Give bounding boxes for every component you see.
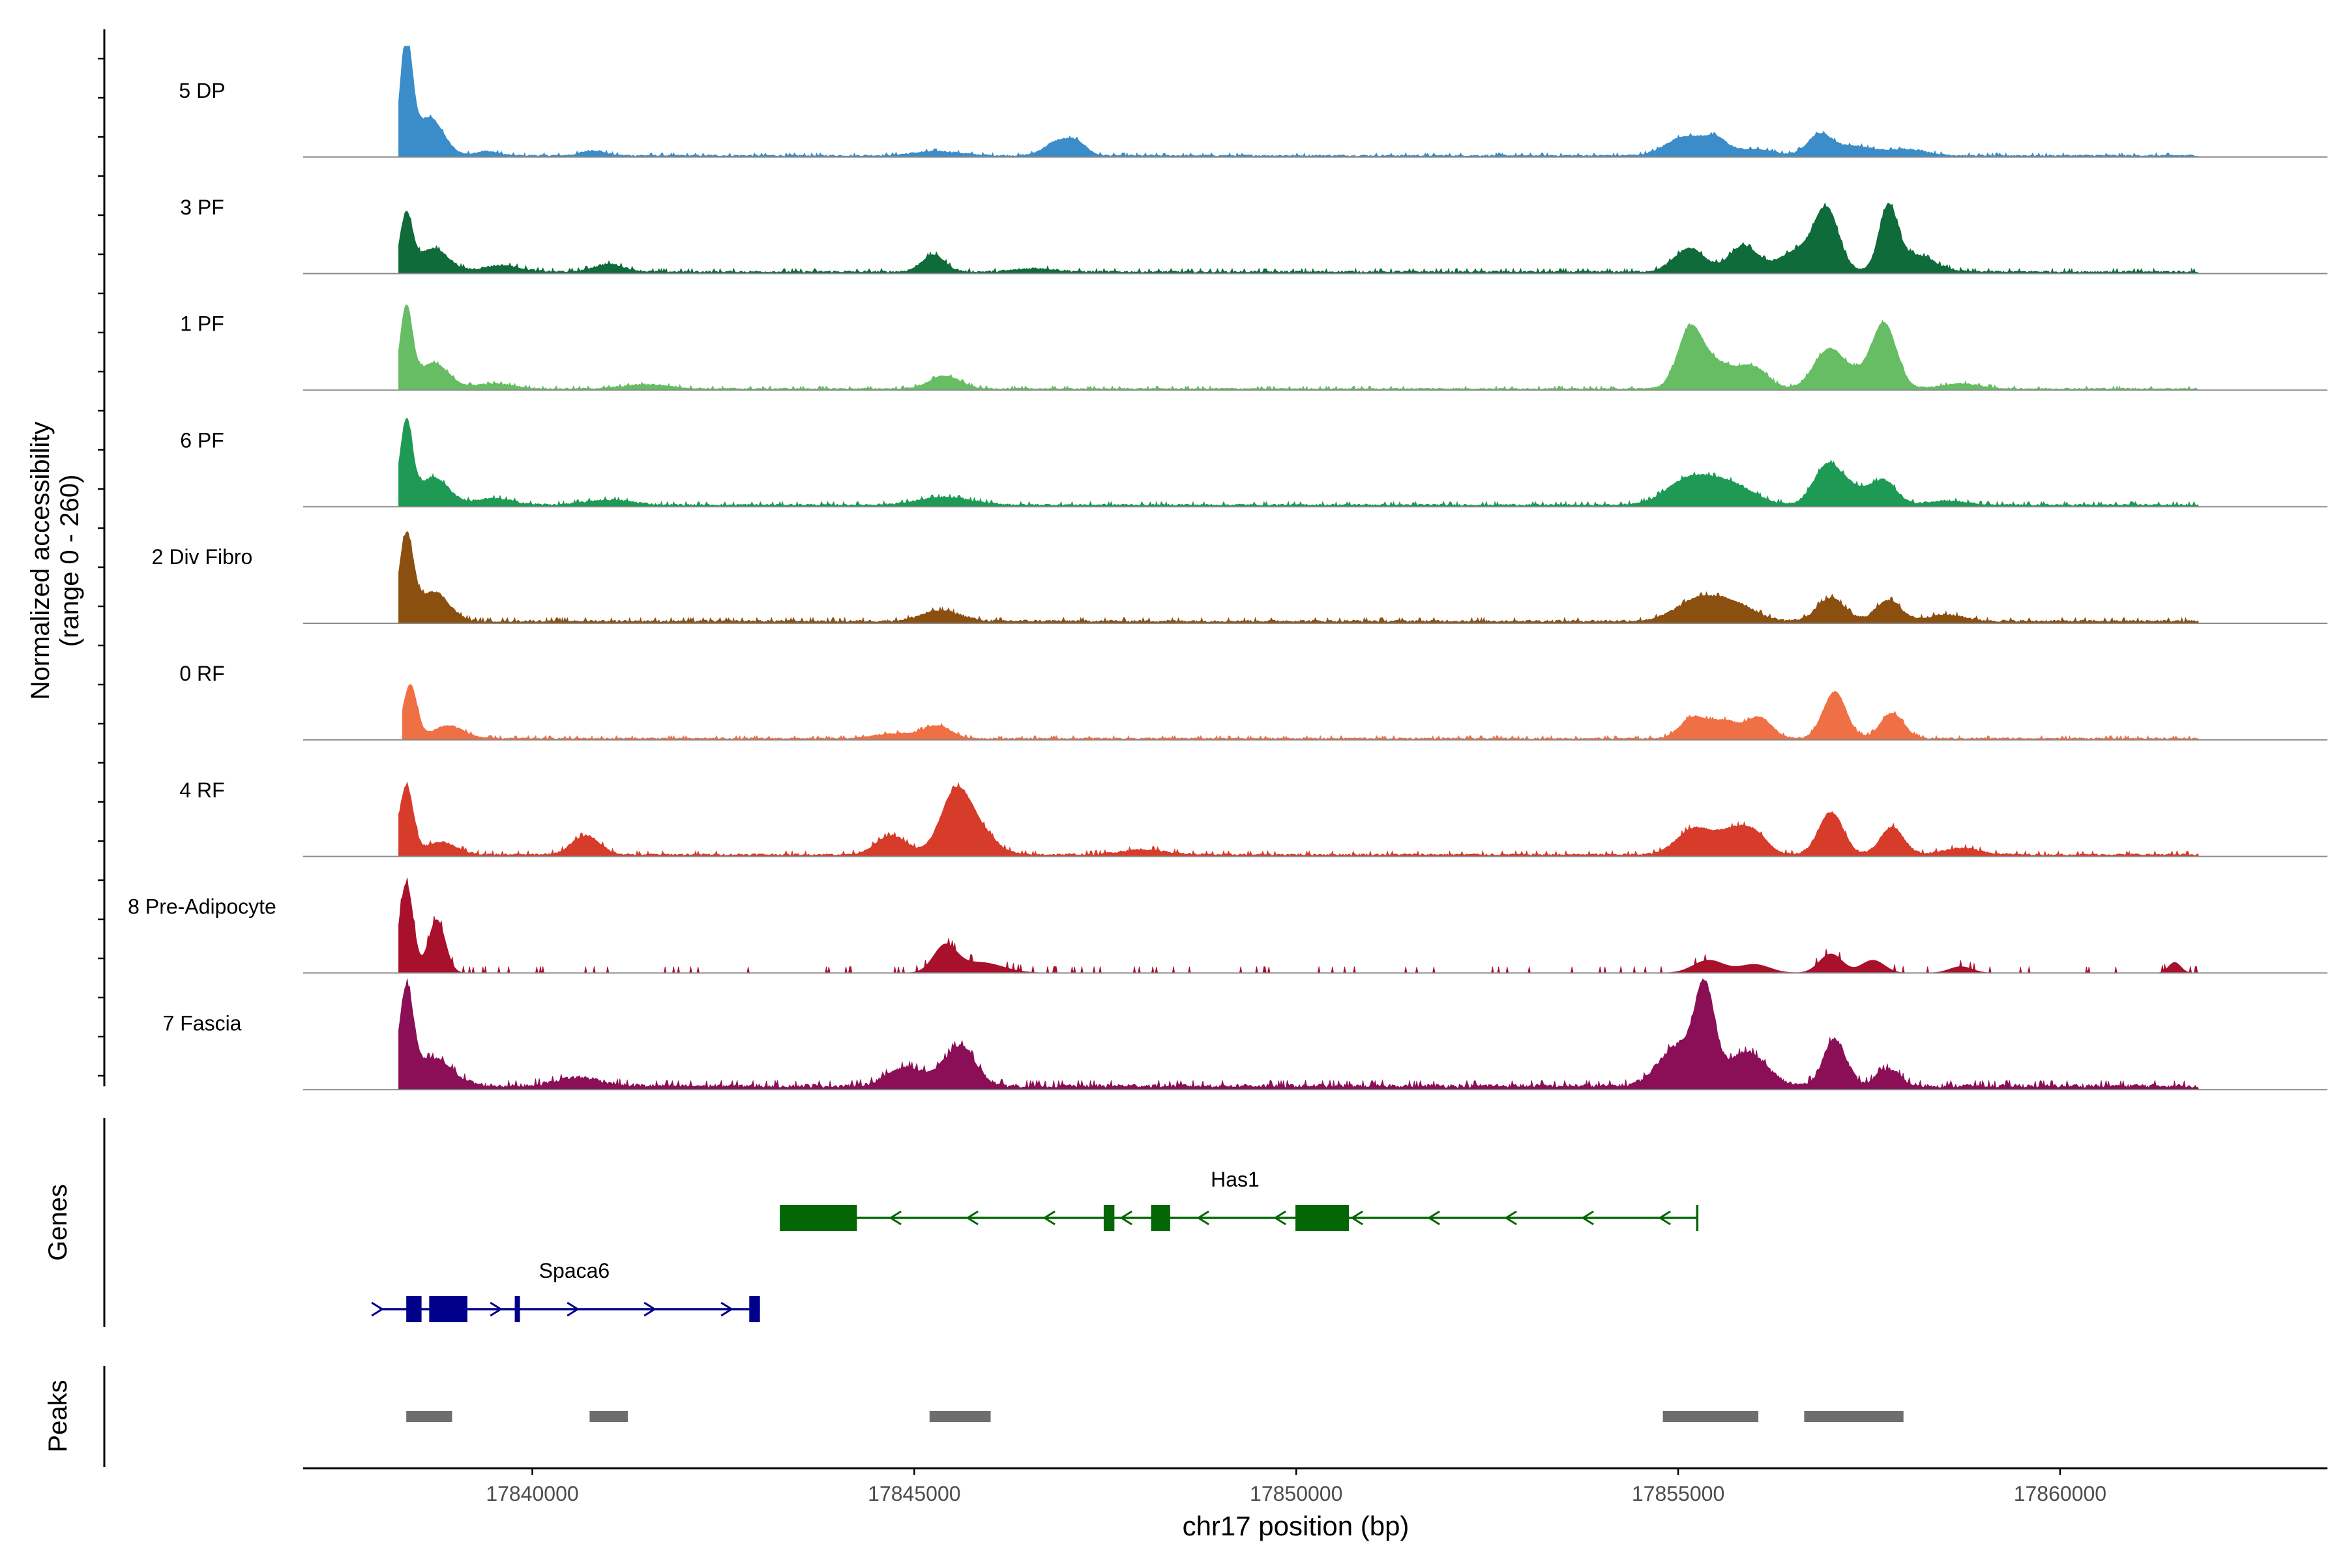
gene-exon — [780, 1205, 857, 1231]
gene-model: Has1 — [780, 1168, 1699, 1231]
coverage-track: 1 PF — [180, 304, 2327, 391]
coverage-area — [398, 878, 2199, 973]
strand-arrow — [1042, 1210, 1055, 1226]
strand-arrow — [490, 1301, 503, 1317]
track-label: 1 PF — [180, 312, 224, 336]
coverage-track: 0 RF — [179, 662, 2327, 741]
track-label: 3 PF — [180, 196, 224, 219]
strand-arrow — [643, 1301, 657, 1317]
strand-arrow — [371, 1301, 384, 1317]
strand-arrow — [1119, 1210, 1132, 1226]
track-label: 8 Pre-Adipocyte — [128, 895, 276, 919]
track-label: 0 RF — [179, 662, 224, 685]
x-axis-title: chr17 position (bp) — [1183, 1511, 1410, 1541]
genes-track-label: Genes — [44, 1184, 72, 1261]
gene-name-label: Has1 — [1211, 1168, 1260, 1191]
strand-arrow — [1581, 1210, 1594, 1226]
gene-name-label: Spaca6 — [539, 1259, 610, 1282]
track-label: 2 Div Fibro — [152, 545, 253, 569]
peak-region — [1662, 1411, 1759, 1422]
gene-model: Spaca6 — [371, 1259, 760, 1322]
gene-exon — [749, 1296, 760, 1322]
x-tick-label: 17840000 — [486, 1482, 578, 1505]
peaks-track-label: Peaks — [44, 1380, 72, 1452]
strand-arrow — [1658, 1210, 1671, 1226]
track-label: 5 DP — [179, 79, 225, 102]
gene-exon — [1151, 1205, 1170, 1231]
coverage-track: 5 DP — [179, 46, 2327, 158]
peak-region — [589, 1411, 628, 1422]
gene-exon — [1103, 1205, 1115, 1231]
coverage-track: 3 PF — [180, 196, 2327, 274]
x-tick-label: 17855000 — [1632, 1482, 1724, 1505]
strand-arrow — [966, 1210, 979, 1226]
y-axis-title-range: (range 0 - 260) — [55, 475, 84, 647]
strand-arrow — [720, 1301, 733, 1317]
peak-region — [406, 1411, 452, 1422]
coverage-area — [398, 46, 2200, 158]
gene-exon — [406, 1296, 422, 1322]
coverage-track: 8 Pre-Adipocyte — [128, 878, 2327, 974]
coverage-track: 7 Fascia — [163, 978, 2327, 1091]
coverage-area — [398, 304, 2200, 391]
gene-exon — [514, 1296, 520, 1322]
strand-arrow — [889, 1210, 902, 1226]
strand-arrow — [1350, 1210, 1363, 1226]
coverage-track: 4 RF — [179, 778, 2327, 857]
coverage-area — [398, 417, 2200, 507]
strand-arrow — [1427, 1210, 1440, 1226]
coverage-area — [398, 531, 2200, 624]
gene-exon — [1295, 1205, 1350, 1231]
coverage-area — [398, 202, 2200, 274]
strand-arrow — [567, 1301, 580, 1317]
peak-region — [929, 1411, 991, 1422]
y-axis-title: Normalized accessibility — [26, 422, 55, 700]
coverage-area — [398, 781, 2200, 857]
coverage-track: 2 Div Fibro — [152, 531, 2327, 624]
strand-arrow — [1273, 1210, 1286, 1226]
coverage-area — [402, 684, 2200, 741]
track-label: 4 RF — [179, 778, 224, 802]
track-label: 7 Fascia — [163, 1011, 242, 1035]
coverage-area — [398, 978, 2200, 1090]
strand-arrow — [1504, 1210, 1517, 1226]
coverage-track: 6 PF — [180, 417, 2327, 508]
peak-region — [1804, 1411, 1904, 1422]
x-tick-label: 17860000 — [2014, 1482, 2106, 1505]
strand-arrow — [1196, 1210, 1209, 1226]
x-tick-label: 17850000 — [1250, 1482, 1342, 1505]
x-tick-label: 17845000 — [868, 1482, 960, 1505]
gene-exon — [429, 1296, 467, 1322]
track-label: 6 PF — [180, 428, 224, 452]
